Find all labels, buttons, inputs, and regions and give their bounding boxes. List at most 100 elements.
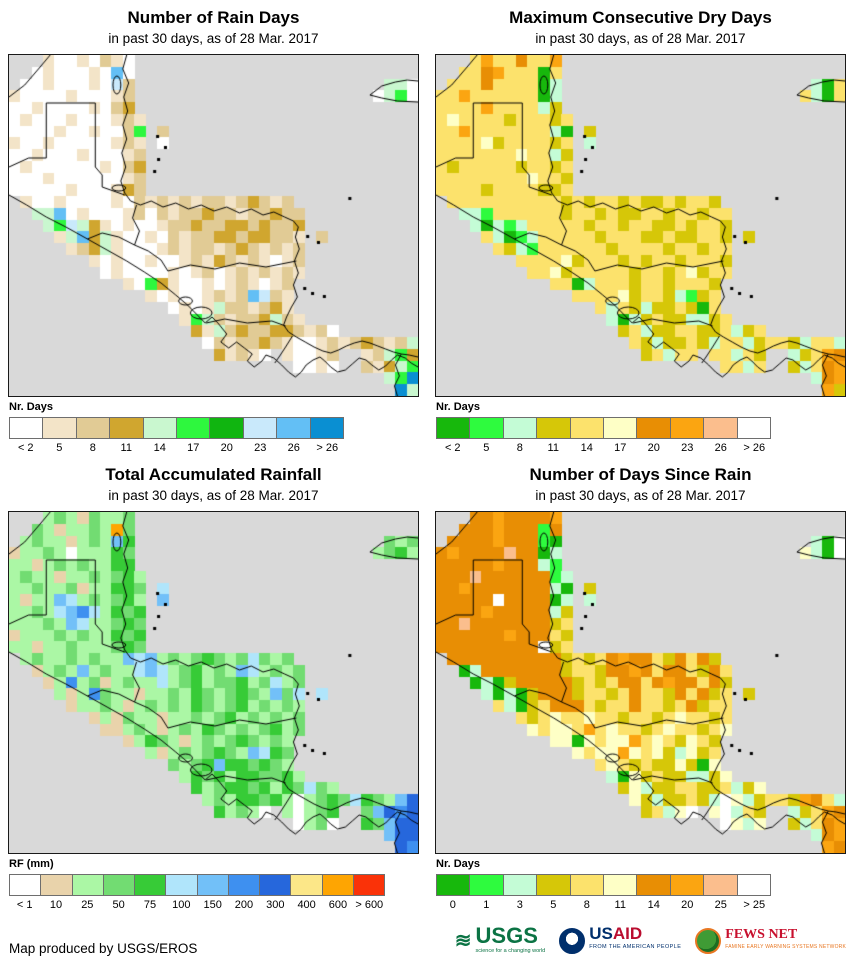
legend-swatch	[322, 875, 354, 895]
legend-label: 400	[297, 899, 316, 911]
map-canvas-days-since-rain	[436, 512, 845, 853]
legend-label: 200	[234, 899, 254, 911]
legend-label: < 2	[17, 442, 34, 454]
legend-label: 23	[254, 442, 267, 454]
legend-label: 10	[49, 899, 63, 911]
legend-swatch	[110, 418, 144, 438]
legend-swatch	[704, 875, 738, 895]
usaid-wordmark-aid: AID	[612, 924, 643, 943]
legend-title: RF (mm)	[9, 858, 54, 870]
logo-strip: ≋ USGS science for a changing world USAI…	[454, 924, 846, 955]
legend-label: 5	[550, 899, 557, 911]
legend-swatch	[277, 418, 311, 438]
legend-swatch	[503, 875, 538, 895]
legend-label: 5	[56, 442, 63, 454]
legend-label: 26	[287, 442, 300, 454]
legend-label: 25	[714, 899, 727, 911]
legend-days-since-rain: Nr. Days 0 1 3 5 8 11 14 20 25 > 25	[436, 858, 771, 911]
legend-swatch	[637, 875, 671, 895]
legend-label: 20	[681, 899, 694, 911]
legend-swatch	[103, 875, 135, 895]
fewsnet-logo: FEWS NET FAMINE EARLY WARNING SYSTEMS NE…	[695, 927, 846, 954]
legend-swatch	[737, 875, 771, 895]
legend-label: 20	[647, 442, 660, 454]
legend-label: < 1	[16, 899, 33, 911]
usgs-wave-icon: ≋	[454, 929, 472, 952]
panel-consecutive-dry-days: Maximum Consecutive Dry Days in past 30 …	[427, 0, 854, 457]
legend-label: 17	[614, 442, 627, 454]
legend-swatch	[310, 418, 344, 438]
legend-swatch	[177, 418, 211, 438]
usaid-tagline: FROM THE AMERICAN PEOPLE	[589, 944, 682, 950]
legend-labels: < 2 5 8 11 14 17 20 23 26 > 26	[9, 442, 344, 454]
legend-swatch	[737, 418, 771, 438]
panel-accumulated-rainfall: Total Accumulated Rainfall in past 30 da…	[0, 457, 427, 914]
legend-swatch	[704, 418, 738, 438]
legend-label: 75	[143, 899, 157, 911]
legend-swatch	[537, 418, 571, 438]
legend-label: 8	[516, 442, 523, 454]
map-canvas-rain-days	[9, 55, 418, 396]
map-canvas-rainfall	[9, 512, 418, 853]
legend-label: 150	[203, 899, 222, 911]
legend-color-bar	[9, 874, 385, 896]
legend-label: > 25	[743, 899, 766, 911]
legend-color-bar	[436, 417, 771, 439]
legend-labels: 0 1 3 5 8 11 14 20 25 > 25	[436, 899, 771, 911]
legend-swatch	[72, 875, 104, 895]
legend-swatch	[41, 875, 73, 895]
legend-label: 14	[580, 442, 593, 454]
legend-swatch	[537, 875, 571, 895]
legend-swatch	[10, 875, 42, 895]
fewsnet-globe-icon	[695, 927, 722, 954]
legend-swatch	[503, 418, 538, 438]
panel-subtitle: in past 30 days, as of 28 Mar. 2017	[108, 488, 319, 503]
legend-label: 8	[89, 442, 96, 454]
page-title: Number of Rain Days	[127, 8, 300, 27]
legend-swatch	[604, 875, 638, 895]
map-rainfall	[8, 511, 419, 854]
legend-label: 17	[187, 442, 200, 454]
legend-swatch	[135, 875, 167, 895]
legend-label: 11	[614, 899, 626, 911]
legend-label: 25	[81, 899, 94, 911]
map-dry-days	[435, 54, 846, 397]
legend-swatch	[197, 875, 229, 895]
panel-subtitle: in past 30 days, as of 28 Mar. 2017	[108, 31, 319, 46]
legend-label: 300	[266, 899, 285, 911]
legend-swatch	[228, 875, 260, 895]
panel-title: Maximum Consecutive Dry Days	[509, 8, 772, 27]
map-days-since-rain	[435, 511, 846, 854]
usaid-logo: USAID FROM THE AMERICAN PEOPLE	[559, 924, 682, 954]
legend-color-bar	[9, 417, 344, 439]
legend-title: Nr. Days	[436, 858, 481, 870]
panel-title: Number of Days Since Rain	[529, 465, 752, 484]
panel-title: Total Accumulated Rainfall	[105, 465, 322, 484]
map-rain-days	[8, 54, 419, 397]
legend-title: Nr. Days	[9, 401, 54, 413]
footer: Map produced by USGS/EROS ≋ USGS science…	[0, 925, 854, 970]
legend-swatch	[353, 875, 384, 895]
legend-label: 1	[483, 899, 490, 911]
usaid-seal-icon	[559, 927, 586, 954]
map-credit: Map produced by USGS/EROS	[9, 941, 198, 956]
legend-swatch	[470, 875, 504, 895]
legend-label: 14	[647, 899, 660, 911]
map-canvas-dry-days	[436, 55, 845, 396]
legend-color-bar	[436, 874, 771, 896]
legend-label: 11	[547, 442, 559, 454]
legend-label: > 26	[743, 442, 766, 454]
legend-label: 50	[112, 899, 125, 911]
legend-label: 8	[583, 899, 590, 911]
legend-swatch	[437, 418, 471, 438]
panel-days-since-rain: Number of Days Since Rain in past 30 day…	[427, 457, 854, 914]
legend-swatch	[43, 418, 77, 438]
panel-rain-days: Number of Rain Days in past 30 days, as …	[0, 0, 427, 457]
panel-subtitle: in past 30 days, as of 28 Mar. 2017	[535, 31, 746, 46]
legend-label: 3	[516, 899, 523, 911]
legend-labels: < 2 5 8 11 14 17 20 23 26 > 26	[436, 442, 771, 454]
legend-swatch	[437, 875, 471, 895]
legend-rainfall: RF (mm) < 1 10 25 50 75 100 150 200 300 400 600 > 6…	[9, 858, 385, 911]
legend-label: 20	[220, 442, 233, 454]
